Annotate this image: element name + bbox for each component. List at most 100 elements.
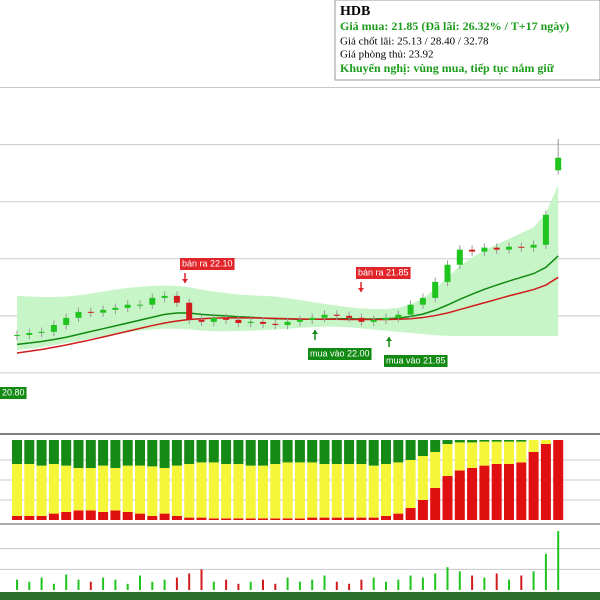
info-stop: Giá phòng thủ: 23.92: [340, 49, 434, 61]
stacked-bar: [540, 440, 551, 444]
volume-bar: [434, 573, 437, 590]
stacked-bar: [48, 464, 59, 514]
volume-bar: [52, 583, 55, 590]
candle-body: [38, 331, 45, 333]
annotation-label: mua vào 21.85: [386, 355, 446, 365]
volume-bar: [212, 581, 215, 590]
volume-bar: [40, 577, 43, 590]
stacked-bar: [36, 465, 47, 516]
stacked-bar: [454, 442, 465, 471]
info-title: HDB: [340, 4, 370, 19]
stacked-bar: [159, 440, 170, 468]
candle-body: [149, 297, 156, 305]
stacked-bar: [73, 440, 84, 468]
candle-body: [173, 295, 180, 303]
stacked-bar: [516, 440, 527, 442]
volume-bar: [126, 583, 129, 590]
stacked-bar: [258, 465, 268, 519]
stacked-bar: [442, 440, 453, 444]
annotation-box: [0, 387, 27, 399]
candle-body: [100, 309, 107, 313]
stacked-bar: [294, 462, 305, 519]
stacked-bar: [171, 465, 182, 516]
candle-body: [14, 334, 20, 336]
stacked-bar: [479, 441, 490, 466]
stacked-bar: [331, 517, 342, 520]
stacked-bar: [528, 452, 539, 520]
candle-body: [542, 214, 549, 245]
stacked-bar: [344, 440, 355, 464]
stacked-bar: [417, 440, 428, 456]
info-buy: Giá mua: 21.85 (Đã lãi: 26.32% / T+17 ng…: [340, 19, 569, 33]
stacked-bar: [135, 513, 145, 520]
candle-body: [137, 304, 143, 306]
stacked-bar: [467, 440, 478, 443]
stacked-bar: [516, 462, 527, 520]
annotation-box: [180, 258, 235, 270]
info-box: HDB Giá mua: 21.85 (Đã lãi: 26.32% / T+1…: [334, 0, 600, 81]
stacked-bar: [504, 464, 514, 520]
candle-body: [296, 319, 303, 322]
stacked-bar: [319, 517, 330, 520]
stacked-bar: [98, 512, 109, 520]
volume-bar: [458, 571, 461, 590]
stacked-bar: [331, 464, 342, 518]
stacked-bar: [553, 440, 564, 520]
stacked-bar: [356, 440, 367, 464]
stacked-bar: [24, 464, 35, 516]
candle-body: [87, 311, 94, 313]
stacked-bar: [405, 440, 416, 460]
stacked-bar: [442, 476, 453, 520]
volume-bar: [495, 573, 498, 590]
stacked-bar: [270, 440, 281, 464]
stacked-bar: [319, 464, 330, 518]
stacked-bar: [61, 512, 72, 520]
stacked-bar: [36, 440, 47, 466]
stacked-bar: [491, 440, 502, 442]
volume-bar: [385, 581, 387, 590]
stacked-bar: [258, 440, 268, 466]
stacked-bar: [381, 464, 391, 516]
stacked-bar: [430, 452, 441, 488]
candle-body: [481, 247, 488, 252]
stacked-bar: [454, 440, 465, 443]
volume-bar: [372, 577, 375, 590]
stacked-bar: [73, 510, 84, 520]
volume-bar: [544, 553, 547, 590]
stacked-bar: [258, 518, 268, 520]
candle-body: [493, 247, 500, 250]
stacked-bar: [147, 440, 158, 467]
volume-bar: [163, 579, 166, 590]
stacked-bar: [110, 440, 121, 468]
stacked-bar: [393, 513, 404, 520]
volume-bar: [237, 583, 240, 590]
stacked-bar: [135, 440, 145, 466]
plot-area: bán ra 22.10 bán ra 21.85 mua vào 22.00 mua…: [0, 87, 600, 590]
candle-body: [50, 324, 57, 332]
stacked-bar: [294, 518, 305, 520]
stacked-bar: [171, 440, 182, 466]
stacked-bar: [159, 468, 170, 514]
annotation-label: bán ra 22.10: [182, 258, 233, 268]
stacked-bar: [368, 440, 379, 466]
candle-body: [346, 315, 353, 318]
candle-body: [235, 319, 242, 323]
info-take-profit: Giá chốt lãi: 25.13 / 28.40 / 32.78: [340, 36, 489, 48]
stacked-bar: [344, 517, 355, 520]
volume-bar: [114, 579, 117, 590]
candle-body: [506, 246, 512, 250]
volume-bar: [298, 581, 301, 590]
candle-body: [456, 249, 463, 265]
stacked-bar: [381, 516, 391, 520]
volume-bar: [249, 581, 252, 590]
stacked-bar: [430, 488, 441, 520]
candle-body: [518, 246, 525, 248]
candle-body: [358, 317, 365, 322]
stacked-bar: [294, 440, 305, 463]
stacked-bar: [110, 468, 121, 511]
stacked-bar: [196, 440, 207, 463]
stacked-bar: [454, 470, 465, 520]
volume-bar: [274, 583, 277, 590]
stacked-bar: [135, 465, 145, 514]
